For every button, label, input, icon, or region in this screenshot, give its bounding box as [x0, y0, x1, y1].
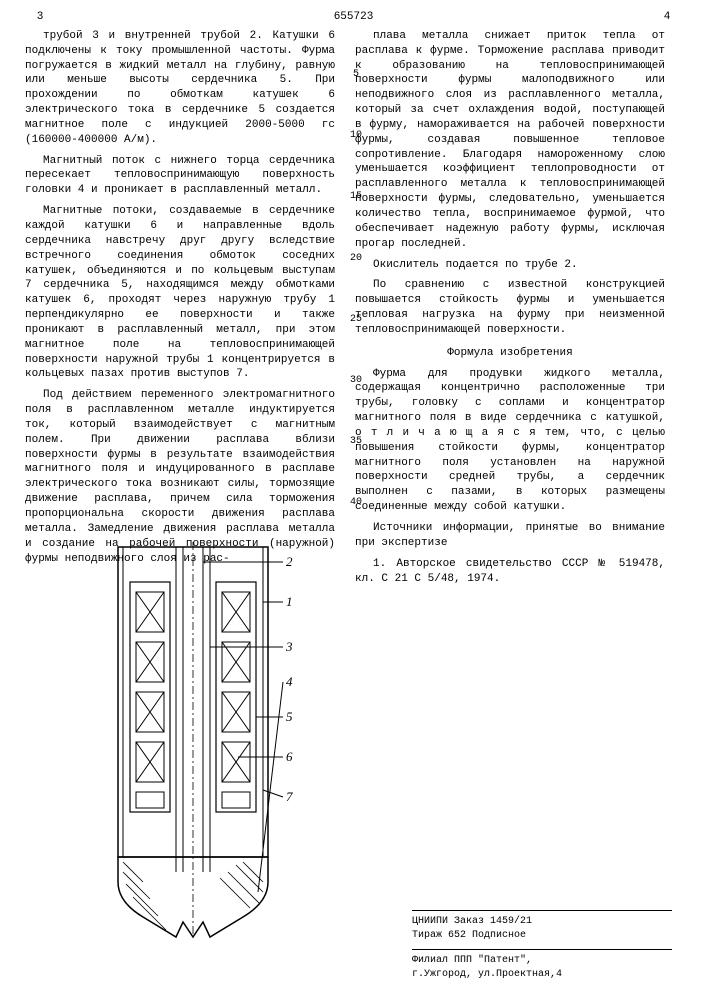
formula-title: Формула изобретения — [355, 346, 665, 361]
label-4: 4 — [286, 674, 293, 689]
paragraph: 1. Авторское свидетельство СССР № 519478… — [355, 557, 665, 587]
left-column: трубой 3 и внутренней трубой 2. Катушки … — [25, 29, 335, 593]
footer-rule — [412, 910, 672, 911]
line-number: 25 — [346, 313, 366, 327]
line-number: 30 — [346, 374, 366, 388]
label-5: 5 — [286, 709, 293, 724]
line-number: 35 — [346, 435, 366, 449]
paragraph: По сравнению с известной конструкцией по… — [355, 278, 665, 337]
paragraph: Магнитный поток с нижнего торца сердечни… — [25, 154, 335, 199]
label-7: 7 — [286, 789, 293, 804]
header-row: 3 655723 4 — [25, 10, 682, 25]
footer-line: Филиал ППП "Патент", — [412, 954, 672, 968]
footer-line: Тираж 652 Подписное — [412, 929, 672, 943]
paragraph: Магнитные потоки, создаваемые в сердечни… — [25, 204, 335, 382]
technical-drawing: 2 1 3 4 5 6 7 — [88, 542, 298, 942]
paragraph: плава металла снижает приток тепла от ра… — [355, 29, 665, 252]
paragraph: Фурма для продувки жидкого металла, соде… — [355, 367, 665, 515]
page-number-left: 3 — [25, 10, 55, 25]
paragraph: Окислитель подается по трубе 2. — [355, 258, 665, 273]
line-number: 10 — [346, 129, 366, 143]
margin-line-numbers: 5 10 15 20 25 30 35 40 — [346, 68, 366, 558]
line-number: 20 — [346, 252, 366, 266]
line-number: 5 — [346, 68, 366, 82]
paragraph: Под действием переменного электромагнитн… — [25, 388, 335, 566]
footer-line: ЦНИИПИ Заказ 1459/21 — [412, 915, 672, 929]
lance-diagram-svg: 2 1 3 4 5 6 7 — [88, 542, 298, 942]
document-number: 655723 — [55, 10, 652, 25]
label-6: 6 — [286, 749, 293, 764]
imprint-footer: ЦНИИПИ Заказ 1459/21 Тираж 652 Подписное… — [412, 904, 672, 982]
footer-line: г.Ужгород, ул.Проектная,4 — [412, 968, 672, 982]
page-number-right: 4 — [652, 10, 682, 25]
label-2: 2 — [286, 554, 293, 569]
paragraph: Источники информации, принятые во вниман… — [355, 521, 665, 551]
line-number: 15 — [346, 190, 366, 204]
line-number: 40 — [346, 496, 366, 510]
label-1: 1 — [286, 594, 293, 609]
page: 3 655723 4 5 10 15 20 25 30 35 40 трубой… — [0, 0, 707, 1000]
label-3: 3 — [285, 639, 293, 654]
paragraph: трубой 3 и внутренней трубой 2. Катушки … — [25, 29, 335, 148]
footer-rule — [412, 949, 672, 950]
right-column: плава металла снижает приток тепла от ра… — [355, 29, 665, 593]
